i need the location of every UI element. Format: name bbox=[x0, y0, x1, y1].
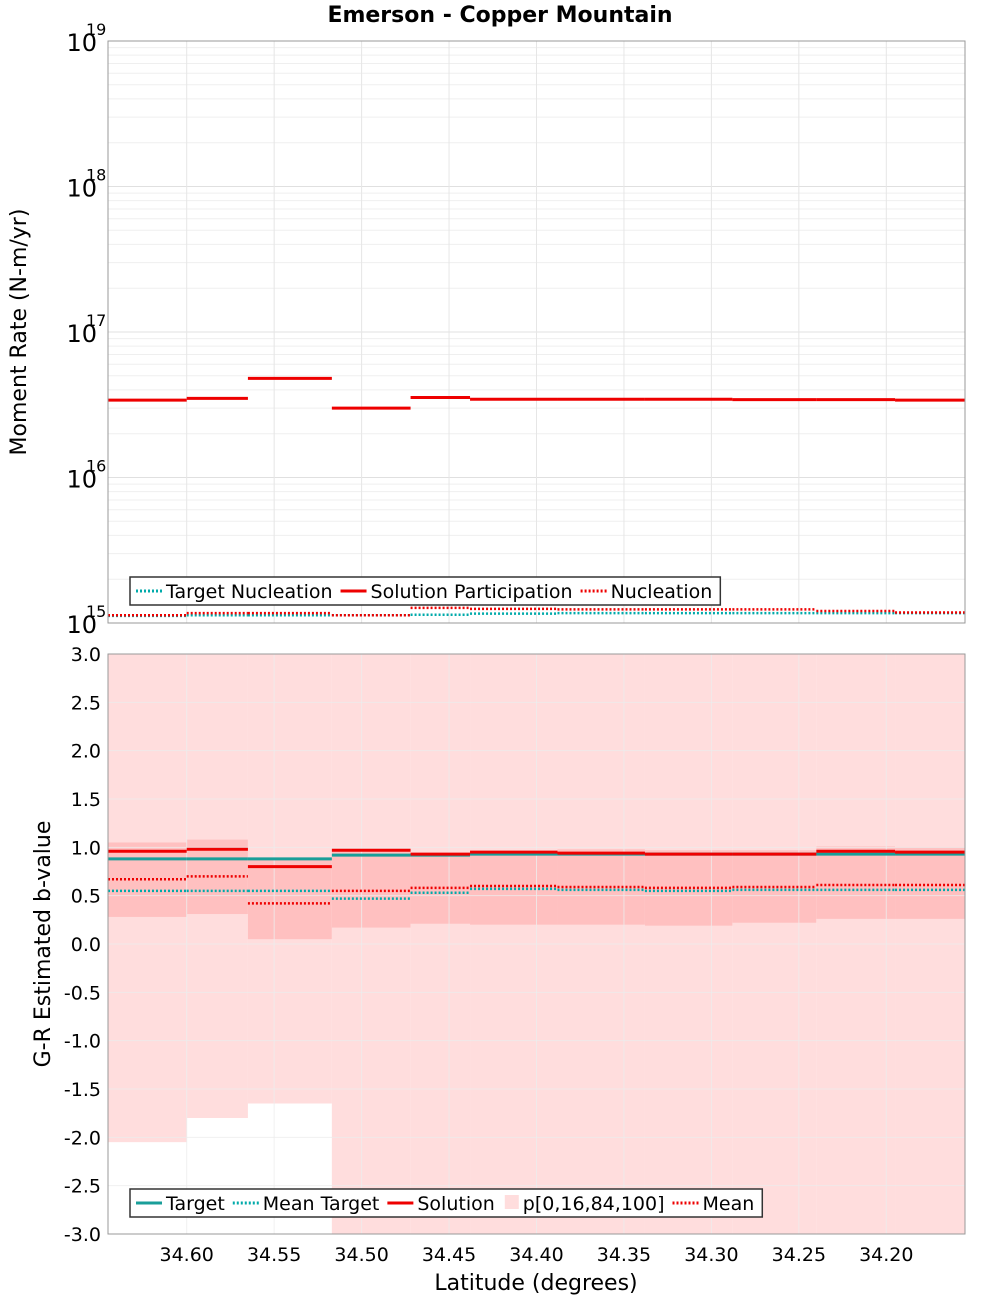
bvalue-legend: Target Mean Target Solution p[0,16,84,100] M… bbox=[129, 1188, 764, 1218]
moment-ytick-base: 10 bbox=[66, 175, 97, 203]
moment-ytick-base: 10 bbox=[66, 611, 97, 639]
bvalue-series bbox=[108, 847, 965, 905]
x-ticks: 34.60 34.55 34.50 34.45 34.40 34.35 34.30 34.25… bbox=[160, 1244, 914, 1266]
moment-ytick-exp: 15 bbox=[86, 602, 106, 621]
bvalue-legend-label: p[0,16,84,100] bbox=[523, 1193, 665, 1215]
bvalue-grid bbox=[108, 653, 965, 1235]
x-tick-label: 34.35 bbox=[597, 1244, 651, 1266]
bvalue-legend-label: Mean bbox=[703, 1193, 755, 1215]
bvalue-ytick-label: 1.0 bbox=[71, 837, 101, 859]
bvalue-ytick-label: 0.5 bbox=[71, 886, 101, 908]
band-inner bbox=[108, 842, 187, 917]
chart-title: Emerson - Copper Mountain bbox=[327, 3, 672, 28]
bvalue-legend-swatch bbox=[504, 1195, 519, 1209]
moment-ytick-base: 10 bbox=[66, 320, 97, 348]
moment-ytick-base: 10 bbox=[66, 29, 97, 57]
x-axis-label: Latitude (degrees) bbox=[434, 1271, 637, 1296]
moment-ytick-exp: 18 bbox=[86, 166, 106, 185]
moment-ytick-exp: 17 bbox=[86, 311, 106, 330]
moment-legend-label: Nucleation bbox=[611, 581, 713, 603]
x-tick-label: 34.40 bbox=[509, 1244, 563, 1266]
x-tick-label: 34.25 bbox=[772, 1244, 826, 1266]
bvalue-legend-label: Mean Target bbox=[263, 1193, 380, 1215]
moment-legend: Target Nucleation Solution Participation N… bbox=[129, 576, 722, 606]
x-tick-label: 34.45 bbox=[422, 1244, 476, 1266]
moment-grid bbox=[108, 41, 965, 624]
bvalue-ytick-label: 0.0 bbox=[71, 934, 101, 956]
bvalue-ytick-label: -1.0 bbox=[64, 1031, 101, 1053]
bvalue-ytick-label: -0.5 bbox=[64, 982, 101, 1004]
x-tick-label: 34.60 bbox=[160, 1244, 214, 1266]
band-inner bbox=[895, 847, 965, 919]
moment-ytick-base: 10 bbox=[66, 466, 97, 494]
band-inner bbox=[186, 839, 248, 915]
band-inner bbox=[816, 846, 896, 919]
bvalue-y-ticks: 3.0 2.5 2.0 1.5 1.0 0.5 0.0 -0.5 -1.0 -1.5 -2.0 -2.… bbox=[64, 644, 101, 1246]
bvalue-ytick-label: -2.5 bbox=[64, 1176, 101, 1198]
bvalue-panel: 3.0 2.5 2.0 1.5 1.0 0.5 0.0 -0.5 -1.0 -1.5 -2.0 -2.… bbox=[31, 644, 966, 1246]
bvalue-ytick-label: 2.5 bbox=[71, 692, 101, 714]
bvalue-ytick-label: -2.0 bbox=[64, 1127, 101, 1149]
moment-plot-border bbox=[107, 40, 966, 624]
moment-series bbox=[108, 376, 965, 618]
moment-ylabel: Moment Rate (N-m/yr) bbox=[7, 209, 32, 456]
band-inner bbox=[247, 858, 332, 940]
bvalue-ytick-label: 1.5 bbox=[71, 789, 101, 811]
x-tick-label: 34.20 bbox=[859, 1244, 913, 1266]
band-inner bbox=[331, 850, 411, 928]
bvalue-legend-box bbox=[129, 1188, 764, 1218]
bvalue-legend-label: Target bbox=[165, 1193, 225, 1215]
bvalue-ytick-label: 3.0 bbox=[71, 644, 101, 666]
bvalue-ytick-label: 2.0 bbox=[71, 741, 101, 763]
moment-legend-label: Target Nucleation bbox=[165, 581, 333, 603]
moment-ytick-exp: 19 bbox=[86, 20, 106, 39]
x-tick-label: 34.30 bbox=[684, 1244, 738, 1266]
bvalue-plot-border bbox=[107, 653, 966, 1235]
moment-ytick-exp: 16 bbox=[86, 457, 106, 476]
x-tick-label: 34.55 bbox=[247, 1244, 301, 1266]
bvalue-ytick-label: -3.0 bbox=[64, 1224, 101, 1246]
moment-legend-box bbox=[129, 576, 722, 606]
x-tick-label: 34.50 bbox=[334, 1244, 388, 1266]
bvalue-legend-label: Solution bbox=[417, 1193, 494, 1215]
bvalue-ylabel: G-R Estimated b-value bbox=[31, 821, 56, 1068]
moment-legend-label: Solution Participation bbox=[371, 581, 573, 603]
bvalue-ytick-label: -1.5 bbox=[64, 1079, 101, 1101]
